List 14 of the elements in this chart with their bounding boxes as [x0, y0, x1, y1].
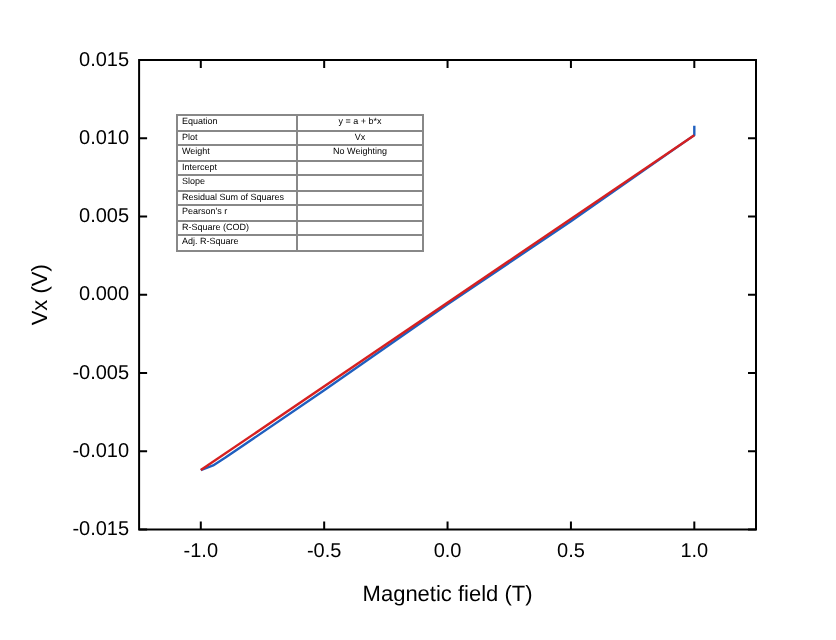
x-tick-label: -1.0: [183, 541, 219, 564]
y-tick-label: 0.010: [79, 127, 130, 150]
x-axis-title: Magnetic field (T): [362, 582, 533, 607]
y-axis-title: Vx (V): [29, 264, 54, 326]
y-tick-label: 0.000: [79, 284, 130, 307]
x-tick-label: 1.0: [680, 541, 710, 564]
x-tick-label: 0.5: [557, 541, 586, 564]
y-tick-label: -0.005: [72, 362, 130, 385]
x-tick-label: -0.5: [306, 541, 343, 564]
y-tick-label: -0.015: [72, 519, 130, 542]
y-tick-label: -0.010: [72, 440, 130, 463]
y-tick-label: 0.015: [79, 49, 130, 72]
x-tick-label: 0.0: [433, 541, 463, 564]
y-tick-label: 0.005: [79, 206, 130, 229]
